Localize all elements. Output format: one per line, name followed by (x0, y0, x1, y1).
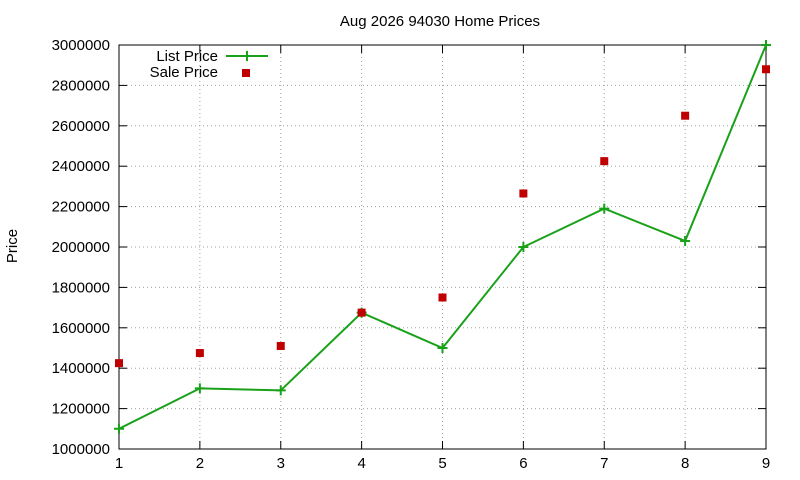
y-tick-label: 1000000 (52, 441, 110, 458)
list-price-point (599, 203, 610, 214)
list-price-point (194, 383, 205, 394)
legend-item: List Price (156, 48, 268, 65)
y-tick-label: 3000000 (52, 37, 110, 54)
list-price-point (680, 235, 691, 246)
series-layer (114, 40, 771, 434)
y-tick-label: 2400000 (52, 158, 110, 175)
legend-item: Sale Price (150, 64, 250, 81)
sale-price-point (276, 341, 285, 350)
legend-label: Sale Price (150, 64, 218, 81)
y-tick-label: 2000000 (52, 239, 110, 256)
y-axis-label: Price (4, 229, 21, 263)
legend-square-swatch (242, 69, 250, 77)
x-tick-label: 5 (438, 455, 446, 472)
y-tick-label: 1800000 (52, 279, 110, 296)
x-tick-label: 7 (600, 455, 608, 472)
sale-price-point (762, 65, 770, 74)
series-sale-price (115, 65, 770, 368)
list-price-point (114, 423, 124, 434)
y-tick-label: 2200000 (52, 199, 110, 216)
x-tick-label: 9 (762, 455, 770, 472)
sale-price-point (519, 189, 528, 198)
plot-border (118, 44, 767, 450)
y-tick-label: 1400000 (52, 360, 110, 377)
x-tick-label: 2 (196, 455, 204, 472)
x-tick-label: 1 (115, 455, 123, 472)
sale-price-point (195, 349, 204, 358)
sale-price-point (438, 293, 447, 302)
list-price-point (518, 242, 529, 252)
list-price-point (437, 343, 448, 353)
x-tick-label: 3 (277, 455, 285, 472)
sale-price-point (357, 308, 366, 317)
legend-plus-marker (242, 51, 252, 61)
y-tick-label: 2800000 (52, 77, 110, 94)
legend-label: List Price (156, 48, 218, 65)
sale-price-point (600, 157, 609, 166)
y-tick-label: 1200000 (52, 401, 110, 418)
list-price-line (118, 44, 767, 430)
chart-title: Aug 2026 94030 Home Prices (340, 13, 540, 30)
axes: 1000000 1200000 1400000 1600000 1800000 20000… (52, 37, 771, 472)
grid (119, 45, 766, 449)
x-tick-label: 4 (357, 455, 365, 472)
x-tick-label: 8 (681, 455, 689, 472)
x-tick-label: 6 (519, 455, 527, 472)
y-tick-label: 2600000 (52, 118, 110, 135)
series-list-price (114, 40, 771, 434)
y-tick-label: 1600000 (52, 320, 110, 337)
sale-price-point (681, 111, 690, 120)
sale-price-point (115, 359, 123, 368)
list-price-point (761, 40, 771, 50)
list-price-point (275, 385, 286, 396)
